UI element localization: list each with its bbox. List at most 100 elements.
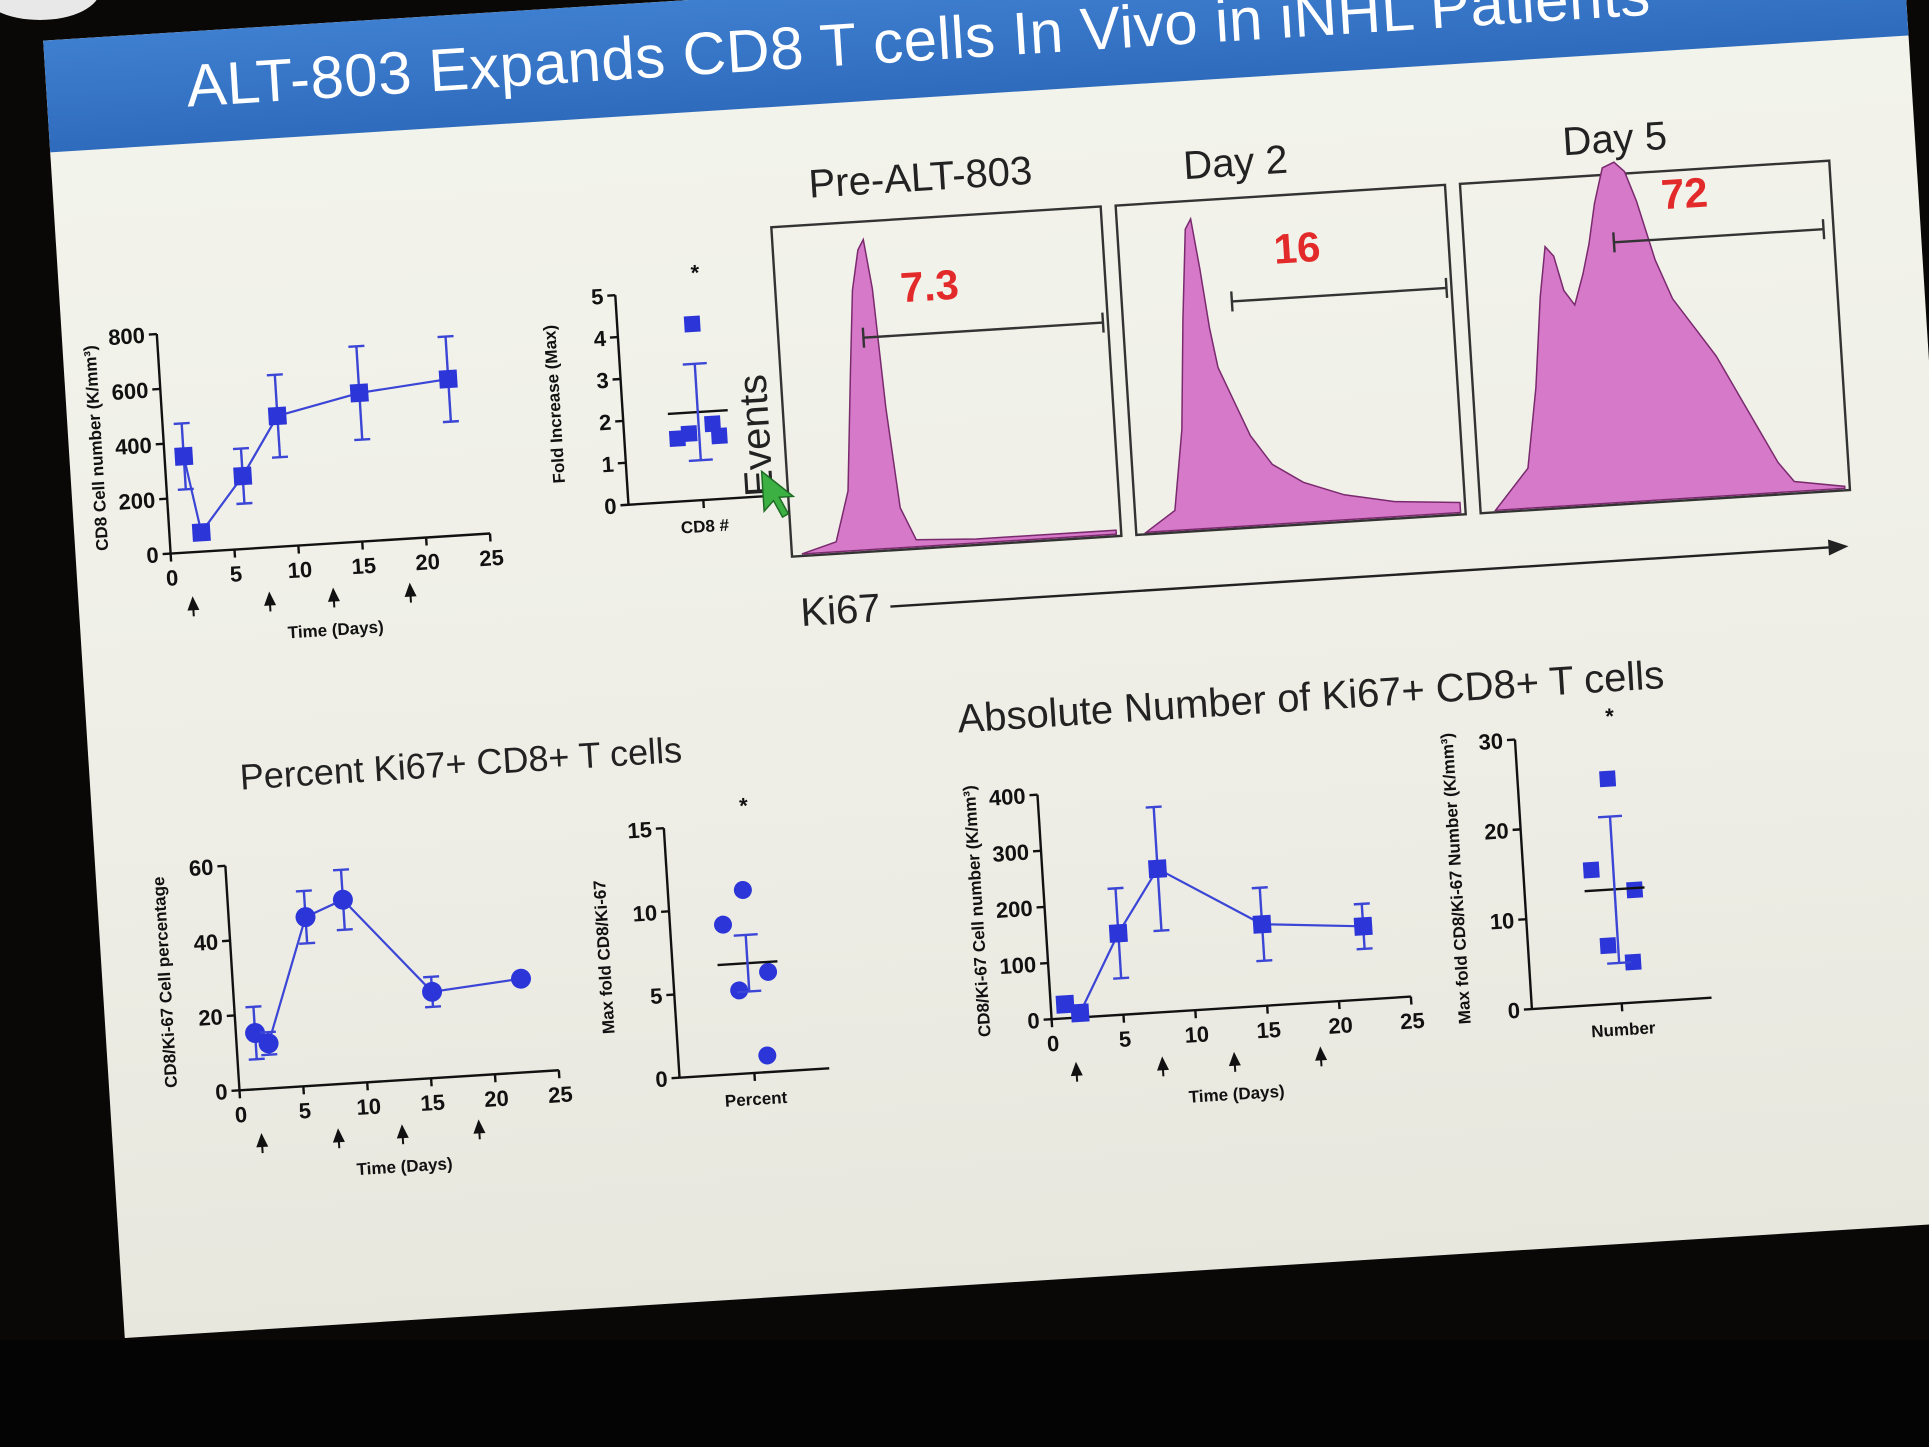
dose-arrow-icon [264, 591, 277, 606]
y-tick [221, 939, 231, 943]
sem-bar [1608, 816, 1621, 964]
error-cap [1356, 947, 1373, 951]
y-tick [607, 293, 616, 297]
x-tick-label: 5 [229, 561, 243, 587]
data-point [759, 962, 778, 981]
flow-box-day5 [1458, 159, 1852, 515]
sem-bar [744, 934, 751, 992]
x-tick [297, 545, 301, 554]
y-tick-label: 0 [1027, 1008, 1041, 1034]
data-point [733, 880, 752, 899]
y-tick [661, 910, 670, 914]
data-point [267, 406, 287, 426]
error-cap [271, 455, 289, 459]
x-tick-label: 20 [1328, 1012, 1354, 1038]
histogram-day2 [1143, 216, 1462, 534]
error-cap [1256, 959, 1273, 963]
data-point [1599, 937, 1617, 955]
series-line [182, 377, 449, 535]
series-line [1064, 867, 1364, 1015]
x-tick [1050, 1019, 1054, 1028]
y-tick [1036, 905, 1045, 909]
y-tick-label: 0 [146, 542, 160, 568]
series-line [254, 898, 522, 1046]
y-tick-label: 1 [601, 452, 615, 478]
gate-line-day2 [1231, 286, 1447, 303]
dose-arrow-icon [327, 587, 340, 602]
dose-arrow-stem [1233, 1063, 1237, 1072]
data-point [714, 915, 733, 934]
x-tick [169, 553, 173, 562]
x-tick-label: 0 [165, 565, 179, 591]
gate-line-day5 [1613, 227, 1824, 244]
flow-x-label: Ki67 [799, 586, 882, 635]
data-point [1624, 953, 1642, 971]
data-point [704, 415, 722, 433]
flow-panel-label-day5: Day 5 [1561, 114, 1668, 164]
error-cap [442, 419, 459, 424]
dose-arrow-icon [404, 582, 417, 597]
dose-arrow-stem [409, 594, 412, 603]
y-tick [620, 503, 629, 507]
data-point [245, 1022, 266, 1043]
y-tick [666, 993, 675, 997]
data-point [174, 446, 194, 466]
mouse-cursor-icon [760, 469, 796, 519]
error-cap [336, 927, 353, 932]
data-point [1252, 914, 1272, 934]
y-axis-label: CD8/Ki-67 Cell percentage [149, 876, 181, 1088]
x-tick-label: 0 [234, 1102, 248, 1128]
flow-cytometry-panel: Pre-ALT-803 Day 2 Day 5 7.3 16 72 Events… [731, 114, 1852, 635]
y-tick [159, 497, 168, 501]
dose-arrow-icon [1228, 1051, 1241, 1067]
x-axis-label: Time (Days) [1188, 1082, 1285, 1107]
error-cap [1107, 886, 1124, 891]
x-tick-label: 15 [420, 1089, 446, 1115]
data-point [1599, 770, 1617, 788]
x-axis-label: Time (Days) [287, 617, 384, 642]
dose-arrow-icon [332, 1128, 345, 1143]
data-point [1148, 859, 1168, 879]
category-label: CD8 # [680, 515, 730, 537]
error-cap [299, 941, 316, 945]
y-axis-label: Fold Increase (Max) [540, 324, 569, 484]
x-tick-label: 5 [1118, 1026, 1132, 1052]
dose-arrow-stem [1319, 1058, 1323, 1067]
data-point [422, 981, 443, 1002]
gate-value-day5: 72 [1660, 168, 1710, 218]
gate-line-pre [863, 321, 1104, 339]
x-tick [557, 1070, 561, 1079]
flow-x-axis-arrow [890, 546, 1829, 608]
x-axis [239, 1069, 559, 1092]
y-tick [1040, 961, 1049, 965]
dose-arrow-stem [1161, 1068, 1165, 1077]
data-point [683, 315, 701, 333]
y-tick [655, 826, 664, 830]
y-axis [224, 865, 241, 1091]
y-tick [226, 1014, 235, 1018]
y-axis [662, 828, 681, 1078]
dose-arrow-icon [187, 596, 200, 611]
presentation-slide: ALT-803 Expands CD8 T cells In Vivo in i… [43, 0, 1929, 1339]
histogram-pre [801, 237, 1118, 555]
y-tick [1523, 1007, 1532, 1011]
x-tick-label: 25 [1399, 1008, 1425, 1034]
dose-arrow-icon [1157, 1056, 1170, 1071]
y-tick [148, 332, 157, 336]
y-axis-label: Max fold CD8/Ki-67 Number (K/mm³) [1437, 732, 1474, 1024]
x-tick [302, 1086, 306, 1095]
error-cap [173, 421, 190, 426]
x-tick-label: 10 [1184, 1021, 1210, 1047]
flow-arrowhead-icon [1828, 539, 1849, 556]
y-tick-label: 0 [604, 494, 618, 520]
y-tick-label: 30 [1478, 728, 1504, 754]
x-tick [1265, 1005, 1269, 1014]
x-tick [1337, 1001, 1341, 1010]
y-tick-label: 15 [627, 817, 653, 843]
data-point [680, 425, 698, 443]
flow-panel-label-pre: Pre-ALT-803 [807, 149, 1033, 207]
significance-star: * [1605, 703, 1616, 729]
